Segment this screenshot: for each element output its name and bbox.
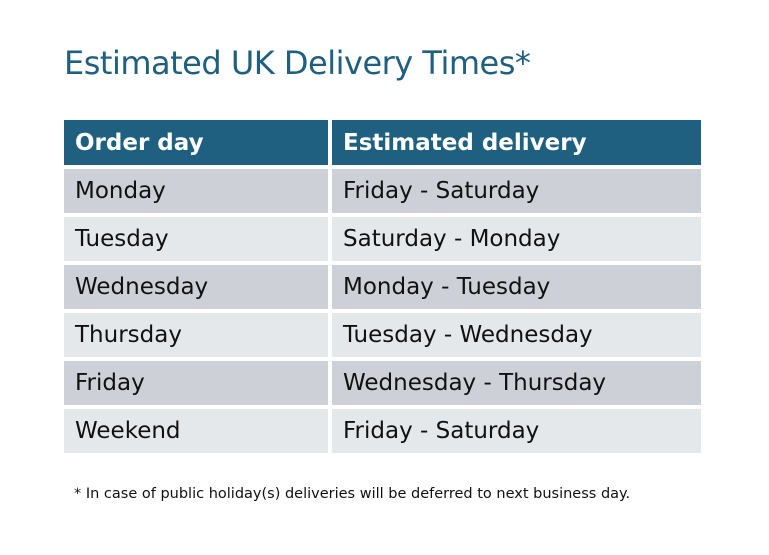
table-row: Wednesday Monday - Tuesday [64, 265, 701, 313]
table-row: Monday Friday - Saturday [64, 169, 701, 217]
delivery-cell: Monday - Tuesday [332, 265, 701, 313]
table-row: Friday Wednesday - Thursday [64, 361, 701, 409]
delivery-cell: Friday - Saturday [332, 409, 701, 457]
table-row: Thursday Tuesday - Wednesday [64, 313, 701, 361]
delivery-cell: Friday - Saturday [332, 169, 701, 217]
order-day-cell: Monday [64, 169, 332, 217]
table-header-row: Order day Estimated delivery [64, 120, 701, 169]
column-header-order-day: Order day [64, 120, 332, 169]
order-day-cell: Tuesday [64, 217, 332, 265]
delivery-cell: Tuesday - Wednesday [332, 313, 701, 361]
table-row: Tuesday Saturday - Monday [64, 217, 701, 265]
table-row: Weekend Friday - Saturday [64, 409, 701, 457]
order-day-cell: Friday [64, 361, 332, 409]
delivery-table: Order day Estimated delivery Monday Frid… [64, 120, 701, 457]
column-header-estimated-delivery: Estimated delivery [332, 120, 701, 169]
delivery-cell: Saturday - Monday [332, 217, 701, 265]
footnote: * In case of public holiday(s) deliverie… [74, 486, 631, 502]
order-day-cell: Weekend [64, 409, 332, 457]
page-title: Estimated UK Delivery Times* [64, 44, 531, 82]
order-day-cell: Wednesday [64, 265, 332, 313]
delivery-cell: Wednesday - Thursday [332, 361, 701, 409]
order-day-cell: Thursday [64, 313, 332, 361]
